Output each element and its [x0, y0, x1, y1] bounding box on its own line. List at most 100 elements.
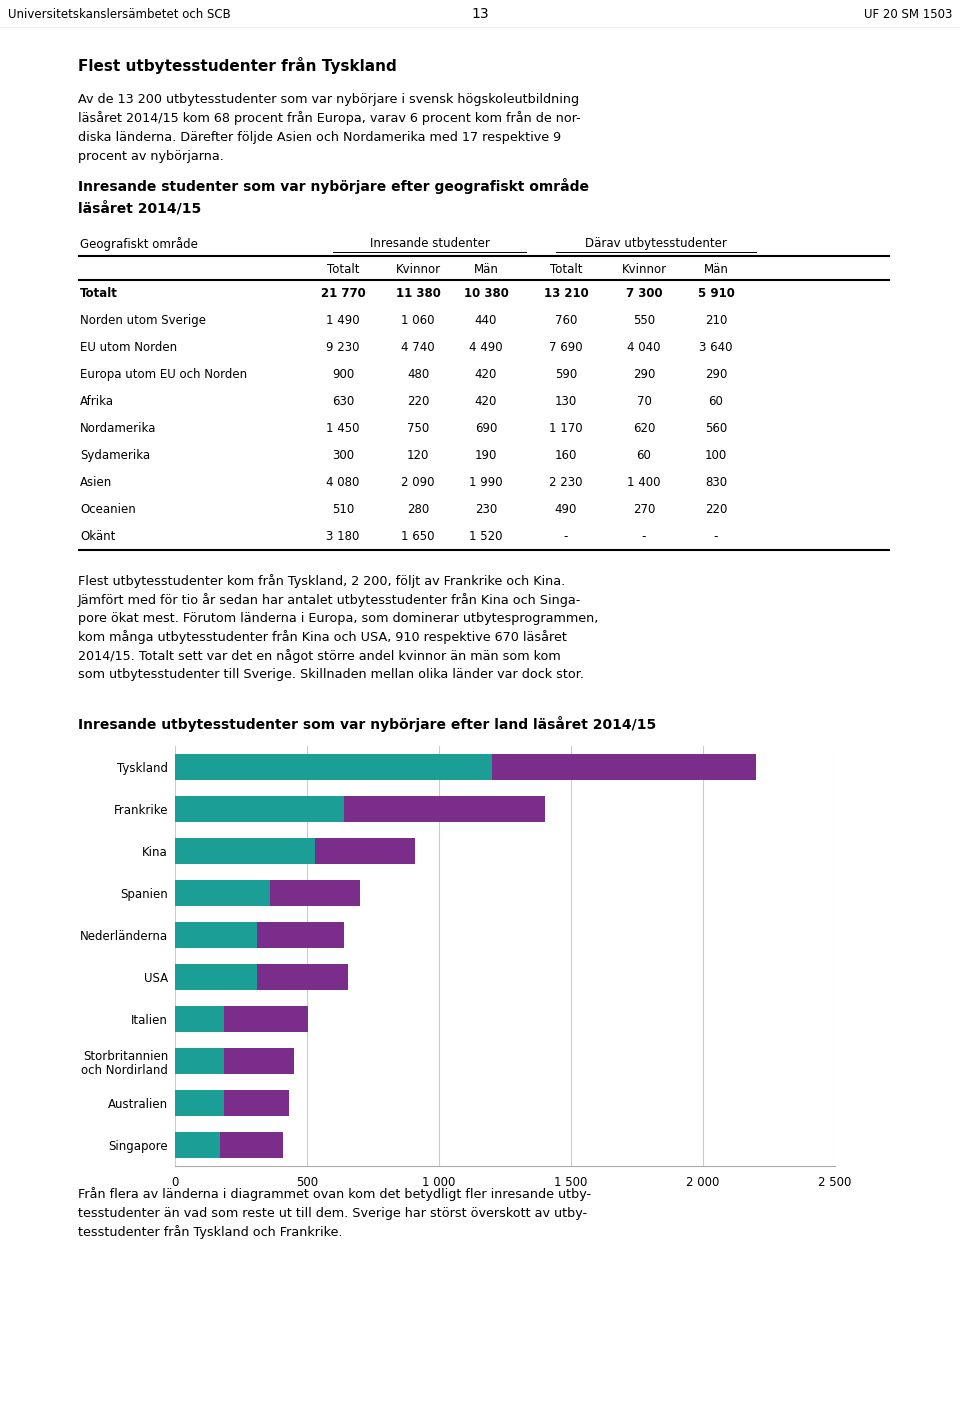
Text: 560: 560 [705, 422, 727, 435]
Text: Därav utbytesstudenter: Därav utbytesstudenter [585, 238, 727, 251]
Text: som utbytesstudenter till Sverige. Skillnaden mellan olika länder var dock stor.: som utbytesstudenter till Sverige. Skill… [78, 668, 584, 681]
Text: 290: 290 [705, 368, 727, 381]
Text: 2 090: 2 090 [401, 476, 435, 489]
Text: 760: 760 [555, 314, 577, 327]
Bar [175, 881, 270, 906]
Text: Flest utbytesstudenter kom från Tyskland, 2 200, följt av Frankrike och Kina.: Flest utbytesstudenter kom från Tyskland… [78, 575, 565, 588]
Text: kom många utbytesstudenter från Kina och USA, 910 respektive 670 läsåret: kom många utbytesstudenter från Kina och… [78, 630, 566, 644]
Bar [220, 1133, 283, 1158]
Text: 13: 13 [471, 7, 489, 21]
Text: Nordamerika: Nordamerika [80, 422, 156, 435]
Text: Flest utbytesstudenter från Tyskland: Flest utbytesstudenter från Tyskland [78, 57, 396, 74]
Text: EU utom Norden: EU utom Norden [80, 341, 178, 354]
Bar [175, 1048, 224, 1073]
Text: Kvinnor: Kvinnor [621, 263, 666, 276]
Text: 160: 160 [555, 449, 577, 462]
Text: Totalt: Totalt [80, 287, 118, 300]
Text: 7 300: 7 300 [626, 287, 662, 300]
Bar [257, 922, 344, 947]
Text: 9 230: 9 230 [326, 341, 360, 354]
Text: 60: 60 [708, 395, 724, 408]
Text: läsåret 2014/15: läsåret 2014/15 [78, 201, 202, 215]
Text: 1 060: 1 060 [401, 314, 435, 327]
Text: 690: 690 [475, 422, 497, 435]
Bar [175, 1007, 224, 1032]
Bar [315, 838, 416, 864]
Text: Okänt: Okänt [80, 530, 115, 542]
Text: Oceanien: Oceanien [80, 503, 135, 515]
Bar [344, 796, 544, 821]
Text: 830: 830 [705, 476, 727, 489]
Text: UF 20 SM 1503: UF 20 SM 1503 [864, 7, 952, 20]
Bar [175, 1090, 224, 1116]
Text: Totalt: Totalt [550, 263, 583, 276]
Text: 1 490: 1 490 [326, 314, 360, 327]
Text: 4 740: 4 740 [401, 341, 435, 354]
Bar [224, 1090, 289, 1116]
Text: 550: 550 [633, 314, 655, 327]
Text: 420: 420 [475, 368, 497, 381]
Text: 490: 490 [555, 503, 577, 515]
Text: Asien: Asien [80, 476, 112, 489]
Text: tesstudenter än vad som reste ut till dem. Sverige har störst överskott av utby-: tesstudenter än vad som reste ut till de… [78, 1206, 588, 1219]
Text: Europa utom EU och Norden: Europa utom EU och Norden [80, 368, 247, 381]
Text: 3 640: 3 640 [699, 341, 732, 354]
Text: Inresande studenter som var nybörjare efter geografiskt område: Inresande studenter som var nybörjare ef… [78, 178, 589, 194]
Text: Norden utom Sverige: Norden utom Sverige [80, 314, 206, 327]
Text: 420: 420 [475, 395, 497, 408]
Text: Inresande studenter: Inresande studenter [370, 238, 490, 251]
Text: Kvinnor: Kvinnor [396, 263, 441, 276]
Text: -: - [642, 530, 646, 542]
Text: 300: 300 [332, 449, 354, 462]
Text: 7 690: 7 690 [549, 341, 583, 354]
Text: -: - [714, 530, 718, 542]
Text: 4 490: 4 490 [469, 341, 503, 354]
Bar [175, 922, 257, 947]
Text: 510: 510 [332, 503, 354, 515]
Bar [175, 964, 257, 990]
Text: Totalt: Totalt [326, 263, 359, 276]
Text: 2014/15. Totalt sett var det en något större andel kvinnor än män som kom: 2014/15. Totalt sett var det en något st… [78, 649, 561, 663]
Bar [492, 755, 756, 780]
Text: 1 520: 1 520 [469, 530, 503, 542]
Text: 21 770: 21 770 [321, 287, 366, 300]
Text: 480: 480 [407, 368, 429, 381]
Text: Män: Män [704, 263, 729, 276]
Text: 3 180: 3 180 [326, 530, 360, 542]
Bar [175, 755, 492, 780]
Text: 1 450: 1 450 [326, 422, 360, 435]
Bar [224, 1048, 294, 1073]
Text: Män: Män [473, 263, 498, 276]
Text: 190: 190 [475, 449, 497, 462]
Text: Sydamerika: Sydamerika [80, 449, 150, 462]
Text: 4 080: 4 080 [326, 476, 360, 489]
Text: Jämfört med för tio år sedan har antalet utbytesstudenter från Kina och Singa-: Jämfört med för tio år sedan har antalet… [78, 593, 582, 607]
Text: 630: 630 [332, 395, 354, 408]
Text: 11 380: 11 380 [396, 287, 441, 300]
Text: Av de 13 200 utbytesstudenter som var nybörjare i svensk högskoleutbildning: Av de 13 200 utbytesstudenter som var ny… [78, 93, 579, 106]
Text: diska länderna. Därefter följde Asien och Nordamerika med 17 respektive 9: diska länderna. Därefter följde Asien oc… [78, 132, 562, 144]
Bar [270, 881, 360, 906]
Text: pore ökat mest. Förutom länderna i Europa, som dominerar utbytesprogrammen,: pore ökat mest. Förutom länderna i Europ… [78, 612, 598, 626]
Text: 210: 210 [705, 314, 727, 327]
Text: Från flera av länderna i diagrammet ovan kom det betydligt fler inresande utby-: Från flera av länderna i diagrammet ovan… [78, 1187, 591, 1201]
Text: 5 910: 5 910 [698, 287, 734, 300]
Text: 1 650: 1 650 [401, 530, 435, 542]
Text: 230: 230 [475, 503, 497, 515]
Text: 1 990: 1 990 [469, 476, 503, 489]
Text: Inresande utbytesstudenter som var nybörjare efter land läsåret 2014/15: Inresande utbytesstudenter som var nybör… [78, 716, 657, 732]
Bar [175, 796, 344, 821]
Bar [175, 838, 315, 864]
Bar [224, 1007, 308, 1032]
Text: Geografiskt område: Geografiskt område [80, 236, 198, 251]
Text: 220: 220 [705, 503, 727, 515]
Text: 130: 130 [555, 395, 577, 408]
Text: 270: 270 [633, 503, 655, 515]
Bar [175, 1133, 220, 1158]
Text: 220: 220 [407, 395, 429, 408]
Text: Universitetskanslersämbetet och SCB: Universitetskanslersämbetet och SCB [8, 7, 230, 20]
Text: 590: 590 [555, 368, 577, 381]
Text: 290: 290 [633, 368, 655, 381]
Text: 120: 120 [407, 449, 429, 462]
Text: tesstudenter från Tyskland och Frankrike.: tesstudenter från Tyskland och Frankrike… [78, 1225, 343, 1239]
